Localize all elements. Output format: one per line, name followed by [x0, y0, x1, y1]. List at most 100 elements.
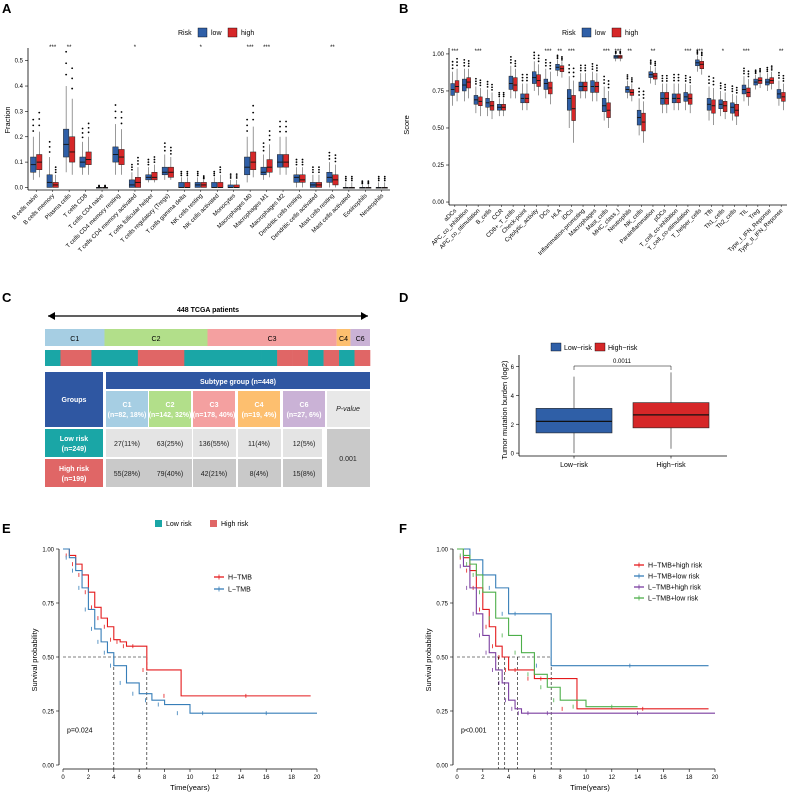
panel-b-outlier: [556, 55, 559, 58]
panel-c-risk-segment: [60, 350, 77, 366]
panel-b-outlier: [735, 86, 738, 89]
panel-b-outlier: [533, 57, 536, 60]
panel-a-box-low: [277, 154, 283, 168]
panel-a-outlier: [295, 163, 298, 166]
panel-c-low-value-cell: [106, 429, 149, 457]
panel-d-legend-high-swatch: [594, 342, 606, 352]
panel-a-outlier: [213, 174, 216, 177]
panel-f-curve-3: [457, 548, 638, 708]
panel-b-box-low: [601, 98, 607, 112]
panel-b-outlier: [782, 74, 785, 77]
panel-c-low-value-cell: [149, 429, 192, 457]
panel-c-col-header-line2: (n=27, 6%): [287, 412, 322, 419]
panel-b-outlier: [665, 74, 668, 77]
panel-b-outlier: [591, 65, 594, 68]
panel-b-signif: ***: [614, 49, 622, 55]
panel-a-y-tick-label: 0.3: [15, 109, 24, 115]
panel-b-outlier: [467, 62, 470, 65]
panel-a-outlier: [285, 125, 287, 128]
panel-c-col-header-line1: C3: [210, 402, 219, 409]
panel-a-signif: ***: [49, 45, 57, 51]
panel-b-outlier: [596, 69, 598, 72]
panel-b-outlier: [766, 66, 769, 69]
panel-b-outlier: [677, 79, 680, 82]
panel-c-risk-segment: [308, 350, 324, 366]
panel-b-legend-low-swatch: [581, 27, 592, 38]
panel-b-x-tick-label: HLA: [551, 208, 563, 220]
panel-b-signif: ***: [451, 49, 459, 55]
panel-a-signif: **: [330, 45, 335, 51]
panel-b-plot: 0.000.250.500.751.00 ***aDCsAPC_co_inhibi…: [431, 48, 787, 257]
panel-a-outlier: [186, 170, 189, 173]
panel-f-y-tick-label: 0.50: [436, 656, 448, 662]
panel-c-risk-segment: [137, 350, 154, 366]
panel-a-outlier: [312, 171, 314, 174]
panel-a-outlier: [383, 175, 386, 178]
panel-a-outlier: [98, 184, 100, 187]
panel-b-outlier: [572, 71, 575, 74]
panel-b-y-tick-label: 0.25: [432, 163, 444, 169]
panel-c-risk-segment: [106, 350, 123, 366]
panel-a-outlier: [169, 146, 172, 149]
panel-c-groups-cell: [45, 372, 103, 427]
panel-a-outlier: [137, 159, 139, 162]
panel-b-outlier: [572, 75, 575, 78]
panel-c-header: 448 TCGA patients: [177, 307, 239, 314]
panel-c-low-value-cell: [193, 429, 236, 457]
panel-b-outlier: [630, 80, 633, 83]
panel-a-outlier: [318, 168, 320, 171]
panel-b-outlier: [708, 75, 710, 78]
panel-b-outlier: [467, 60, 470, 62]
panel-a-box-low: [46, 174, 53, 188]
panel-a-outlier: [81, 132, 84, 134]
panel-c-legend-low: Low risk: [166, 521, 192, 528]
panel-a-outlier: [87, 131, 90, 134]
panel-letter-b: B: [399, 1, 408, 16]
panel-c-col-header-line2: (n=142, 32%): [149, 412, 192, 419]
panel-b-y-tick-label: 0.00: [432, 200, 444, 206]
panel-a-outlier: [153, 158, 156, 161]
panel-b-outlier: [521, 79, 524, 82]
panel-b-legend-title: Risk: [562, 30, 576, 37]
panel-a-outlier: [169, 149, 172, 152]
panel-a-outlier: [147, 161, 150, 164]
panel-b-outlier: [544, 61, 547, 64]
panel-a-outlier: [279, 120, 281, 123]
panel-b-outlier: [747, 70, 750, 73]
panel-a-outlier: [137, 163, 139, 165]
panel-c-risk-segment: [122, 350, 139, 366]
panel-c-col-header: [283, 391, 325, 427]
panel-c-low-value-cell: [283, 429, 322, 457]
panel-b-outlier: [770, 67, 773, 69]
panel-c-subtype-c3: [207, 329, 337, 346]
panel-b-outlier: [491, 83, 493, 86]
panel-c-risk-segment: [261, 350, 278, 366]
panel-b-outlier: [521, 73, 524, 76]
panel-a-outlier: [367, 180, 370, 183]
panel-b-outlier: [735, 91, 738, 94]
panel-b-outlier: [626, 77, 629, 80]
panel-b-outlier: [498, 93, 501, 96]
panel-c-high-label-2: (n=199): [62, 476, 87, 483]
panel-c-col-header: [238, 391, 280, 427]
panel-b-outlier: [649, 63, 652, 65]
panel-a-outlier: [87, 126, 90, 129]
panel-b-y-tick-label: 0.50: [432, 126, 444, 132]
panel-b-outlier: [719, 84, 722, 87]
panel-b-outlier: [778, 77, 780, 79]
panel-a-outlier: [180, 174, 183, 177]
panel-e-x-tick-label: 8: [163, 775, 167, 781]
panel-c-risk-segment: [339, 350, 355, 366]
panel-b-outlier: [514, 60, 517, 62]
panel-d-y-tick-label: 2: [511, 423, 515, 429]
panel-b-outlier: [533, 54, 536, 57]
panel-a-outlier: [71, 87, 74, 90]
panel-a-outlier: [114, 116, 117, 119]
panel-b-outlier: [661, 77, 664, 80]
panel-a-outlier: [71, 67, 74, 70]
panel-b-outlier: [533, 51, 536, 54]
panel-a-outlier: [163, 145, 166, 148]
panel-b-outlier: [556, 54, 559, 57]
panel-b-outlier: [731, 87, 734, 90]
panel-a-outlier: [383, 177, 386, 180]
